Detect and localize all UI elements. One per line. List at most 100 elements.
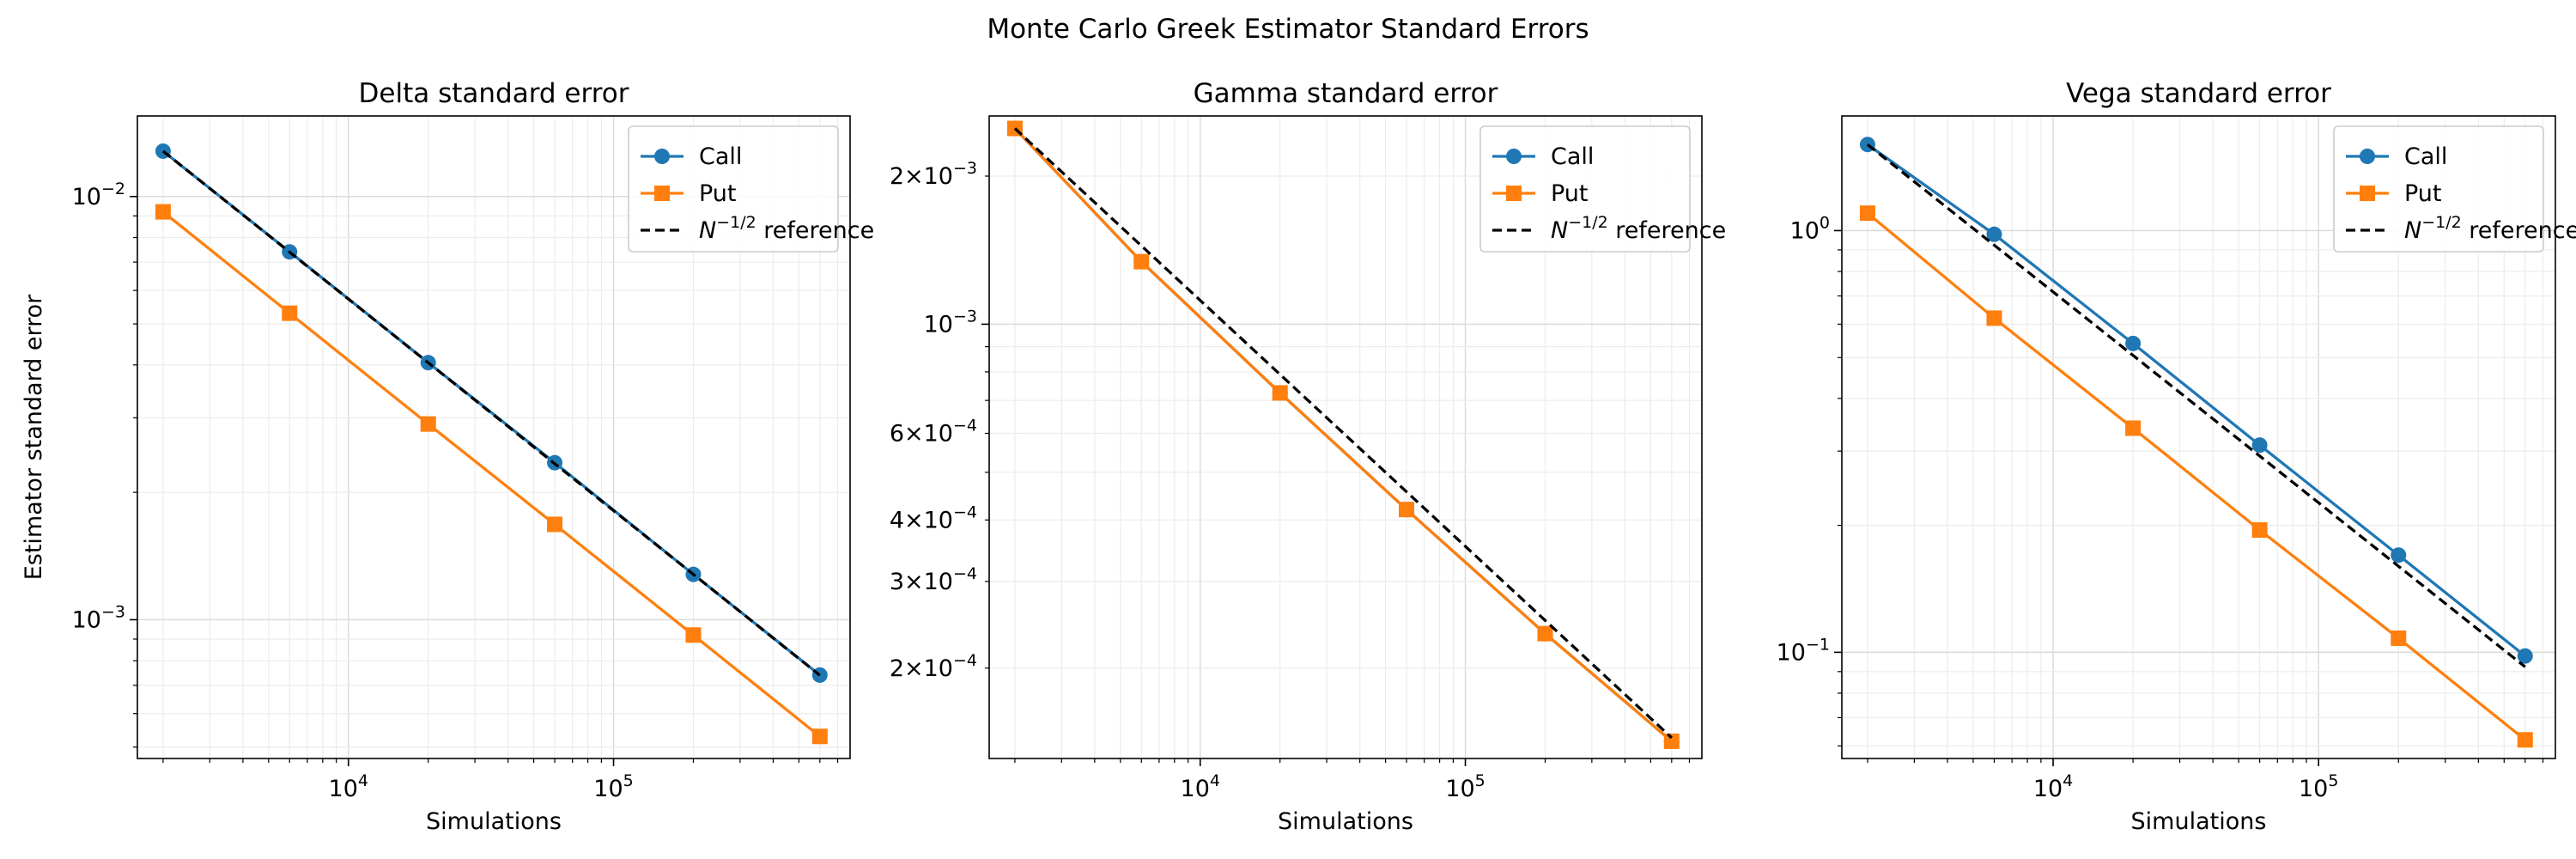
legend: Call Put N−1/2 reference (2333, 125, 2576, 253)
legend: Call Put N−1/2 reference (628, 125, 874, 253)
series-reference (1866, 143, 2526, 668)
series-line (1013, 127, 1673, 743)
ticks (981, 175, 1691, 766)
series-reference (1013, 127, 1673, 740)
figure-suptitle: Monte Carlo Greek Estimator Standard Err… (987, 14, 1589, 45)
legend-item: N−1/2 reference (1492, 213, 1726, 244)
legend-label: N−1/2 reference (699, 213, 874, 244)
series-line (161, 149, 821, 677)
data-point (1663, 733, 1680, 749)
axes-frame (1841, 115, 2556, 759)
series-line (1866, 143, 2526, 668)
data-point (2251, 437, 2268, 454)
panel-title: Delta standard error (359, 78, 629, 109)
legend-item: N−1/2 reference (2346, 213, 2576, 244)
data-point (811, 728, 828, 745)
y-tick-label: 100 (1790, 213, 1830, 244)
plot-area (155, 143, 828, 745)
axes-frame (988, 115, 1703, 759)
y-tick-label: 2×10−3 (890, 159, 977, 190)
ticks (1834, 229, 2544, 766)
series-line (1867, 143, 2526, 657)
y-tick-label: 10−2 (72, 180, 125, 210)
series-line (1866, 211, 2526, 741)
legend-item: Call (1492, 143, 1594, 170)
series-reference (161, 149, 821, 677)
data-point (1272, 385, 1288, 401)
legend-marker (2360, 186, 2375, 201)
axes-frame (137, 115, 851, 759)
x-axis-label: Simulations (2131, 808, 2267, 835)
series-line (1013, 127, 1673, 740)
panel-2: 104 105 2×10−4 3×10−4 4×10−4 6×10−4 10−3 2×10−3… (890, 78, 1726, 835)
legend-item: Put (641, 180, 737, 207)
legend-label: Put (1551, 180, 1589, 207)
legend-marker (1506, 186, 1522, 201)
data-point (2391, 630, 2407, 646)
data-point (1986, 310, 2002, 326)
legend-item: Put (2346, 180, 2442, 207)
legend-item: Call (2346, 143, 2447, 170)
legend-item: Call (641, 143, 742, 170)
y-tick-label: 10−3 (924, 307, 977, 338)
legend-label: Call (1551, 143, 1594, 170)
data-point (2517, 732, 2533, 748)
y-tick-label: 2×10−4 (890, 651, 977, 682)
series-call (1859, 137, 2533, 664)
series-put (1859, 205, 2533, 748)
panel-title: Gamma standard error (1194, 78, 1498, 109)
legend-marker (2360, 149, 2375, 164)
legend-item: N−1/2 reference (641, 213, 874, 244)
data-point (547, 516, 563, 533)
data-point (2391, 547, 2407, 564)
legend-label: Call (699, 143, 742, 170)
data-point (2125, 420, 2142, 436)
y-tick-label: 4×10−4 (890, 503, 977, 533)
data-point (2125, 335, 2142, 351)
series-line (161, 210, 821, 738)
series-put (155, 204, 828, 745)
x-tick-label: 105 (2299, 771, 2338, 802)
data-point (420, 416, 436, 432)
x-axis-label: Simulations (426, 808, 562, 835)
legend-label: Put (699, 180, 737, 207)
x-tick-label: 105 (593, 771, 633, 802)
x-tick-label: 104 (329, 771, 368, 802)
data-point (2251, 521, 2268, 538)
panel-1: 104 105 10−3 10−2 Delta standard error Simula… (21, 78, 874, 835)
data-point (1537, 625, 1553, 642)
x-tick-label: 104 (2033, 771, 2073, 802)
x-tick-label: 105 (1445, 771, 1485, 802)
y-tick-label: 6×10−4 (890, 416, 977, 447)
panel-3: 104 105 10−1 100 Vega standard error Simulati… (1777, 78, 2576, 835)
legend-label: N−1/2 reference (2404, 213, 2576, 244)
data-point (685, 627, 702, 643)
data-point (1859, 205, 1875, 222)
y-tick-label: 10−3 (72, 602, 125, 633)
legend-marker (654, 186, 670, 201)
y-tick-label: 10−1 (1777, 635, 1830, 666)
y-axis-label: Estimator standard error (21, 294, 47, 580)
ticks (130, 195, 839, 766)
legend-marker (654, 149, 670, 164)
plot-area (1859, 137, 2533, 748)
legend-marker (1506, 149, 1522, 164)
data-point (1986, 226, 2002, 242)
data-point (282, 305, 298, 321)
x-axis-label: Simulations (1278, 808, 1413, 835)
x-tick-label: 104 (1181, 771, 1220, 802)
legend: Call Put N−1/2 reference (1479, 125, 1726, 253)
data-point (2517, 648, 2533, 664)
panels: 104 105 10−3 10−2 Delta standard error Simula… (21, 78, 2576, 835)
legend-label: Call (2404, 143, 2447, 170)
data-point (1399, 502, 1415, 518)
plot-area (1006, 120, 1680, 749)
data-point (1133, 253, 1150, 270)
data-point (155, 204, 171, 220)
legend-label: N−1/2 reference (1551, 213, 1726, 244)
legend-item: Put (1492, 180, 1589, 207)
y-tick-label: 3×10−4 (890, 564, 977, 595)
legend-label: Put (2404, 180, 2442, 207)
panel-title: Vega standard error (2066, 78, 2331, 109)
